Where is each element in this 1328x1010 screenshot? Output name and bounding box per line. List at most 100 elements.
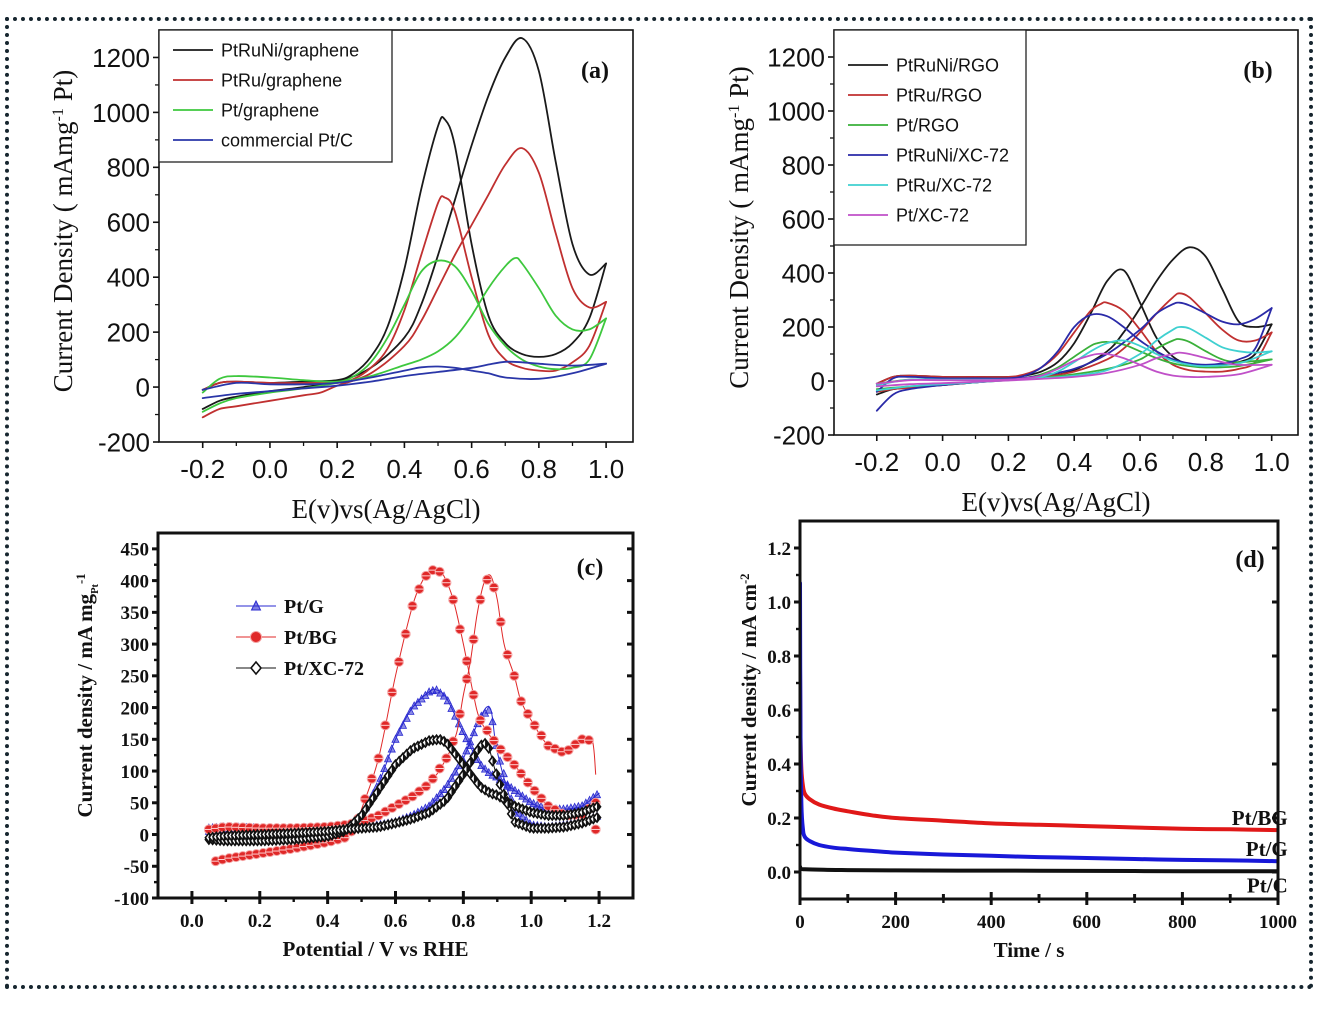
data-point-marker-half: [488, 743, 493, 753]
data-point-marker-half: [384, 776, 388, 786]
series-a-ptru-graphene: [201, 147, 607, 419]
x-tick-label: 0: [795, 912, 805, 933]
series-line-b-1-reverse: [875, 301, 1273, 385]
data-point-marker: [443, 695, 452, 705]
plot-area-a: [201, 37, 607, 419]
data-point-marker-half: [496, 769, 500, 779]
x-tick-label: 0.4: [1056, 447, 1092, 477]
x-tick-label: 800: [1168, 912, 1197, 933]
y-tick-label: 600: [107, 208, 150, 238]
y-tick-label: 1000: [92, 98, 150, 128]
y-tick-label: 0.8: [767, 647, 791, 668]
plot-area-c: [203, 565, 602, 867]
y-tick-label: 800: [107, 153, 150, 183]
series-line-d-0-forward: [800, 667, 1278, 833]
data-point-marker-half: [451, 787, 455, 797]
legend-label: PtRu/graphene: [221, 70, 342, 90]
x-tick-label: 1000: [1259, 912, 1297, 933]
data-point-marker: [439, 784, 449, 793]
y-axis-label-tail: Pt): [48, 70, 78, 108]
data-point-marker-half: [470, 769, 474, 779]
y-tick-label: 200: [107, 317, 150, 347]
y-axis-label-tail: Pt): [724, 66, 754, 104]
data-point-marker: [436, 788, 445, 798]
legend-label: Pt/RGO: [896, 115, 959, 135]
y-axis-label-sub: Pt: [90, 583, 101, 593]
data-point-marker: [395, 727, 404, 736]
y-tick-label: 1.0: [767, 593, 791, 614]
data-point-marker-half: [492, 756, 497, 766]
series-line-a-2-forward: [201, 256, 607, 413]
data-point-marker-half: [500, 780, 504, 790]
legend-b: PtRuNi/RGO PtRu/RGO Pt/RGO PtRuNi/XC-72 PtRu…: [833, 29, 1027, 246]
data-point-marker: [503, 781, 512, 790]
x-tick-label: 0.0: [180, 911, 204, 932]
data-point-marker-half: [458, 754, 463, 764]
x-tick-label: 0.6: [454, 454, 490, 484]
data-point-marker-half: [369, 799, 373, 809]
data-point-marker: [380, 763, 389, 773]
x-tick-label: 1.0: [519, 911, 543, 932]
y-tick-label: 1200: [92, 43, 150, 73]
data-point-marker-half: [473, 773, 478, 783]
data-point-marker: [469, 727, 479, 737]
y-tick-label: 0: [140, 825, 150, 846]
data-point-marker: [480, 764, 490, 773]
x-tick-label: 0.4: [386, 454, 422, 484]
legend-label: PtRuNi/XC-72: [896, 145, 1009, 165]
data-point-marker: [451, 767, 460, 776]
data-point-marker: [592, 789, 602, 799]
legend-label: PtRu/RGO: [896, 85, 982, 105]
legend-marker-diamond: [249, 660, 263, 676]
data-point-marker-half: [473, 752, 478, 762]
x-tick-label: 0.6: [1122, 447, 1158, 477]
series-d-pt-g: [800, 581, 1278, 864]
x-tick-label: -0.2: [180, 454, 225, 484]
axes-frame-a: [158, 29, 634, 443]
y-tick-label: 100: [121, 762, 150, 783]
data-point-marker-half: [455, 749, 459, 759]
y-axis-label: Current density / mA mgPt-1: [73, 573, 101, 817]
data-point-marker-half: [447, 793, 452, 803]
x-tick-label: 200: [881, 912, 910, 933]
data-point-marker-half: [376, 788, 381, 798]
data-point-marker-half: [462, 759, 467, 769]
x-tick-label: 600: [1073, 912, 1102, 933]
series-line-b-3-reverse: [875, 307, 1273, 393]
figure-dotted-border: [5, 17, 1313, 989]
y-tick-label: 200: [121, 698, 150, 719]
series-c-pt-xc-72: [204, 733, 602, 847]
panel-label: (a): [581, 58, 609, 84]
data-point-marker: [387, 744, 396, 753]
y-tick-label: 0.4: [767, 755, 791, 776]
x-axis-label: Potential / V vs RHE: [283, 937, 469, 961]
data-point-marker: [432, 793, 441, 802]
data-point-marker-half: [462, 770, 467, 780]
y-tick-label: 0.2: [767, 809, 791, 830]
data-point-marker: [484, 705, 493, 714]
x-tick-label: 0.8: [521, 454, 557, 484]
series-b-pt-xc-72: [875, 351, 1273, 388]
data-point-marker: [402, 713, 411, 722]
series-line-b-5-reverse: [875, 352, 1273, 385]
plot-area-b: [875, 246, 1273, 412]
series-line-a-1-forward: [201, 147, 607, 419]
data-point-marker-half: [365, 804, 370, 814]
x-tick-label: 0.2: [319, 454, 355, 484]
x-tick-label: 0.0: [925, 447, 961, 477]
data-point-marker: [499, 768, 508, 778]
legend-label: Pt/graphene: [221, 100, 319, 120]
y-tick-label: 0.0: [767, 863, 791, 884]
data-point-marker-half: [466, 764, 470, 774]
x-tick-label: 1.0: [588, 454, 624, 484]
series-d-pt-bg: [800, 667, 1278, 833]
x-tick-label: 1.0: [1254, 447, 1290, 477]
panel-label: (d): [1235, 547, 1264, 573]
y-axis-label: Current Density ( mAmg-1 Pt): [48, 70, 78, 392]
data-point-marker-half: [388, 771, 392, 781]
x-tick-label: 0.8: [451, 911, 475, 932]
axes-frame-d: [798, 519, 1280, 901]
y-tick-label: 600: [782, 204, 825, 234]
panel-label: (b): [1243, 58, 1272, 84]
